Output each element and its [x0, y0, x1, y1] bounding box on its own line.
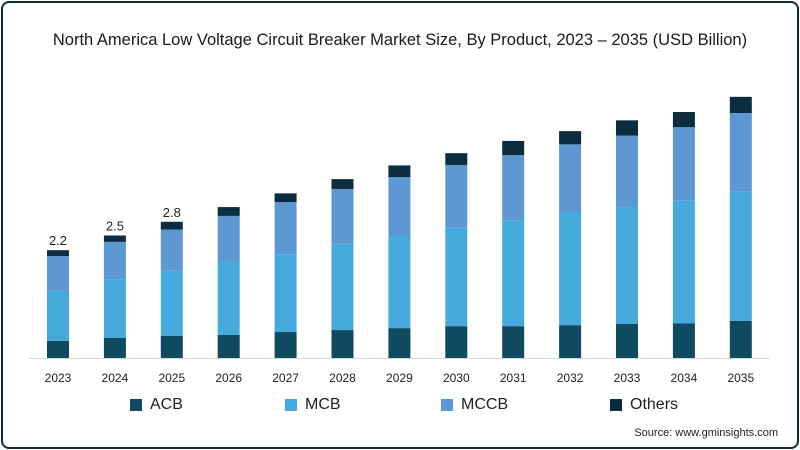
bar-mcb-2032 [559, 211, 582, 326]
legend-swatch [130, 399, 142, 411]
bar-others-2034 [672, 112, 695, 128]
bar-mcb-2025 [160, 270, 183, 336]
bar-others-2027 [274, 193, 297, 203]
x-tick-label: 2027 [272, 371, 299, 385]
bar-acb-2031 [502, 326, 525, 358]
bar-mccb-2026 [217, 215, 240, 262]
data-label: 2.8 [163, 205, 181, 220]
bar-mccb-2034 [672, 127, 695, 201]
bar-mcb-2030 [445, 227, 468, 327]
x-tick-label: 2032 [557, 371, 584, 385]
bar-mccb-2033 [616, 135, 638, 208]
legend-swatch [285, 399, 297, 411]
legend-item-mcb: MCB [285, 396, 341, 414]
data-label: 2.5 [106, 219, 124, 234]
bar-mccb-2024 [103, 241, 126, 280]
legend-swatch [441, 399, 453, 411]
bar-mcb-2026 [217, 261, 240, 335]
bar-others-2026 [217, 207, 240, 216]
bar-mcb-2029 [388, 235, 411, 329]
bar-mccb-2030 [445, 164, 468, 228]
bar-mcb-2035 [729, 191, 752, 321]
bar-mccb-2025 [160, 229, 183, 271]
bar-mccb-2035 [729, 113, 752, 192]
legend-label: Others [630, 396, 679, 413]
bar-mccb-2023 [47, 256, 69, 291]
bar-mcb-2031 [502, 220, 525, 327]
data-label: 2.2 [49, 233, 67, 248]
x-tick-label: 2035 [727, 371, 754, 385]
bar-acb-2026 [217, 334, 240, 358]
bar-others-2035 [729, 96, 752, 113]
x-tick-label: 2025 [158, 371, 185, 385]
bar-acb-2028 [331, 330, 354, 358]
bar-mccb-2029 [388, 177, 411, 236]
legend-swatch [610, 399, 622, 411]
bar-others-2030 [445, 153, 468, 165]
bar-mcb-2027 [274, 254, 297, 333]
x-tick-label: 2024 [102, 371, 129, 385]
bar-acb-2029 [388, 328, 411, 358]
bar-acb-2025 [160, 335, 183, 358]
bar-acb-2033 [616, 323, 638, 358]
x-tick-label: 2033 [614, 371, 641, 385]
bar-acb-2035 [729, 320, 752, 358]
bar-acb-2024 [103, 337, 126, 358]
legend-item-mccb: MCCB [441, 396, 508, 414]
legend-item-acb: ACB [130, 396, 183, 414]
bar-others-2031 [502, 140, 525, 156]
x-tick-label: 2029 [386, 371, 413, 385]
legend-label: ACB [150, 396, 183, 413]
x-tick-label: 2030 [443, 371, 470, 385]
bar-acb-2032 [559, 325, 582, 358]
bar-mccb-2027 [274, 202, 297, 255]
bar-others-2023 [47, 250, 69, 257]
bar-others-2032 [559, 131, 582, 145]
legend-label: MCCB [461, 396, 509, 413]
bar-others-2024 [103, 235, 126, 242]
chart-title: North America Low Voltage Circuit Breake… [52, 31, 748, 49]
bar-mccb-2032 [559, 144, 582, 212]
bar-acb-2034 [672, 323, 695, 358]
bar-acb-2023 [47, 340, 69, 358]
bar-mcb-2024 [103, 279, 126, 338]
legend-label: MCB [305, 396, 341, 413]
bar-others-2025 [160, 221, 183, 230]
bar-acb-2027 [274, 332, 297, 358]
legend-item-others: Others [610, 396, 678, 414]
bar-mcb-2028 [331, 243, 354, 331]
source-note: Source: www.gminsights.com [634, 427, 778, 439]
bar-others-2029 [388, 165, 411, 178]
x-tick-label: 2028 [329, 371, 356, 385]
x-tick-label: 2023 [45, 371, 72, 385]
bar-mccb-2028 [331, 188, 354, 244]
bar-others-2028 [331, 179, 354, 189]
x-tick-label: 2034 [671, 371, 698, 385]
bar-mcb-2033 [616, 207, 638, 324]
bar-mccb-2031 [502, 155, 525, 221]
bar-mcb-2034 [672, 200, 695, 324]
x-tick-label: 2026 [215, 371, 242, 385]
x-tick-label: 2031 [500, 371, 527, 385]
bar-acb-2030 [445, 326, 468, 358]
bar-others-2033 [616, 120, 638, 136]
bar-mcb-2023 [47, 290, 69, 341]
chart-legend: ACB MCB MCCB Others [0, 396, 800, 418]
